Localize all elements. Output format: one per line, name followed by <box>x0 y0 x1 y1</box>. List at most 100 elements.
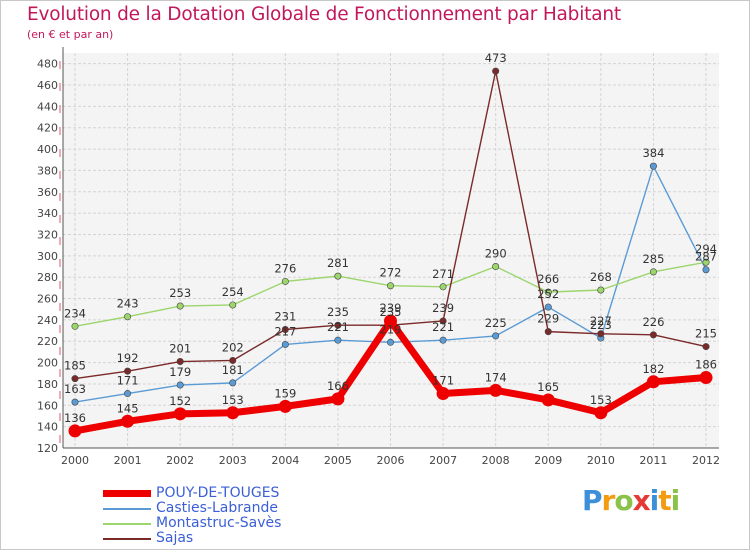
y-tick-label: 160 <box>37 399 58 412</box>
x-tick-label: 2006 <box>377 454 405 467</box>
data-point <box>384 314 397 328</box>
data-point <box>649 162 657 170</box>
data-point <box>492 263 500 271</box>
data-point <box>439 283 447 291</box>
logo-letter: i <box>649 484 660 517</box>
data-label: 165 <box>537 380 559 394</box>
y-tick-label: 180 <box>37 378 58 391</box>
data-label: 294 <box>695 242 717 256</box>
legend-label: POUY-DE-TOUGES <box>156 485 280 501</box>
y-tick-label: 460 <box>37 79 58 92</box>
data-label: 276 <box>274 261 296 275</box>
data-label: 285 <box>642 252 664 266</box>
legend-item: Sajas <box>103 531 281 546</box>
legend-swatch <box>103 537 151 540</box>
legend-label: Casties-Labrande <box>156 500 278 516</box>
data-label: 229 <box>537 312 559 326</box>
data-label: 281 <box>327 256 349 270</box>
data-label: 136 <box>64 411 86 425</box>
data-point <box>489 383 503 397</box>
x-tick-label: 2011 <box>639 454 667 467</box>
data-point <box>71 322 79 330</box>
data-point <box>71 398 79 406</box>
data-point <box>334 272 342 280</box>
legend-swatch <box>103 507 151 510</box>
x-tick-label: 2002 <box>166 454 194 467</box>
data-label: 153 <box>222 393 244 407</box>
x-tick-label: 2003 <box>219 454 247 467</box>
data-label: 239 <box>380 301 402 315</box>
y-tick-label: 300 <box>37 250 58 263</box>
y-tick-label: 260 <box>37 293 58 306</box>
legend-label: Montastruc-Savès <box>156 515 282 531</box>
x-tick-label: 2001 <box>114 454 142 467</box>
data-point <box>544 328 552 336</box>
data-point <box>702 266 710 274</box>
legend-label: Sajas <box>156 530 194 546</box>
data-point <box>176 381 184 389</box>
legend-item: Casties-Labrande <box>103 501 281 516</box>
data-label: 290 <box>485 247 507 261</box>
data-label: 268 <box>590 270 612 284</box>
data-point <box>124 367 132 375</box>
data-point <box>281 325 289 333</box>
y-tick-label: 360 <box>37 186 58 199</box>
data-point <box>649 268 657 276</box>
x-tick-label: 2012 <box>692 454 720 467</box>
data-point <box>71 375 79 383</box>
data-label: 225 <box>485 316 507 330</box>
data-label: 223 <box>590 318 612 332</box>
x-tick-label: 2009 <box>534 454 562 467</box>
data-point <box>176 302 184 310</box>
x-tick-label: 2010 <box>587 454 615 467</box>
data-label: 272 <box>380 266 402 280</box>
data-point <box>331 392 345 406</box>
y-tick-label: 340 <box>37 207 58 220</box>
data-point <box>597 286 605 294</box>
data-label: 182 <box>642 362 664 376</box>
data-point <box>176 358 184 366</box>
y-tick-label: 380 <box>37 164 58 177</box>
legend-item: Montastruc-Savès <box>103 516 281 531</box>
legend-swatch <box>103 490 151 497</box>
logo-letter: t <box>658 484 671 517</box>
data-point <box>281 277 289 285</box>
data-label: 166 <box>327 379 349 393</box>
data-label: 221 <box>327 320 349 334</box>
data-label: 221 <box>432 320 454 334</box>
data-label: 163 <box>64 382 86 396</box>
data-point <box>229 356 237 364</box>
y-tick-label: 320 <box>37 228 58 241</box>
x-tick-label: 2000 <box>61 454 89 467</box>
logo-letter: r <box>601 484 616 517</box>
data-label: 234 <box>64 306 86 320</box>
chart-subtitle: (en € et par an) <box>27 28 114 41</box>
data-label: 235 <box>380 305 402 319</box>
data-point <box>649 331 657 339</box>
data-point <box>544 303 552 311</box>
data-label: 231 <box>274 310 296 324</box>
data-point <box>702 343 710 351</box>
y-tick-label: 220 <box>37 335 58 348</box>
chart-title: Evolution de la Dotation Globale de Fonc… <box>27 4 621 25</box>
data-point <box>492 67 500 75</box>
data-label: 179 <box>169 365 191 379</box>
data-label: 219 <box>380 322 402 336</box>
data-point <box>68 424 82 438</box>
data-label: 159 <box>274 386 296 400</box>
data-label: 186 <box>695 358 717 372</box>
data-point <box>278 399 292 413</box>
y-tick-label: 400 <box>37 143 58 156</box>
data-label: 192 <box>117 351 139 365</box>
data-point <box>439 336 447 344</box>
y-tick-label: 480 <box>37 58 58 71</box>
y-tick-label: 420 <box>37 122 58 135</box>
x-tick-label: 2008 <box>482 454 510 467</box>
data-point <box>386 338 394 346</box>
data-label: 271 <box>432 267 454 281</box>
data-point <box>597 330 605 338</box>
logo-letter: x <box>632 484 651 517</box>
x-tick-label: 2004 <box>271 454 299 467</box>
data-label: 266 <box>537 272 559 286</box>
